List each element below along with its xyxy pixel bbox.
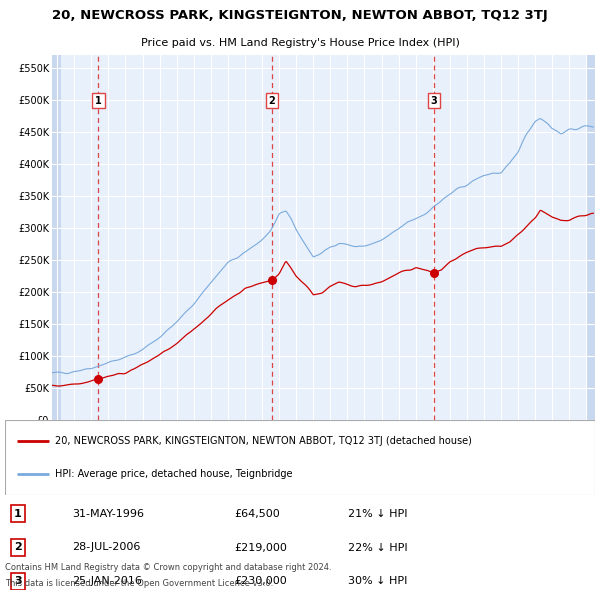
Bar [52, 55, 61, 420]
Text: 20, NEWCROSS PARK, KINGSTEIGNTON, NEWTON ABBOT, TQ12 3TJ (detached house): 20, NEWCROSS PARK, KINGSTEIGNTON, NEWTON… [55, 436, 472, 446]
FancyBboxPatch shape [5, 420, 595, 495]
Text: 1: 1 [14, 509, 22, 519]
Text: Contains HM Land Registry data © Crown copyright and database right 2024.: Contains HM Land Registry data © Crown c… [5, 563, 332, 572]
Text: Price paid vs. HM Land Registry's House Price Index (HPI): Price paid vs. HM Land Registry's House … [140, 38, 460, 48]
Text: 1: 1 [95, 96, 102, 106]
Text: £230,000: £230,000 [234, 576, 287, 586]
Text: 20, NEWCROSS PARK, KINGSTEIGNTON, NEWTON ABBOT, TQ12 3TJ: 20, NEWCROSS PARK, KINGSTEIGNTON, NEWTON… [52, 9, 548, 22]
Bar [586, 55, 595, 420]
Text: 3: 3 [431, 96, 437, 106]
Text: This data is licensed under the Open Government Licence v3.0.: This data is licensed under the Open Gov… [5, 579, 274, 588]
Text: 25-JAN-2016: 25-JAN-2016 [72, 576, 142, 586]
Text: 2: 2 [268, 96, 275, 106]
Text: £219,000: £219,000 [234, 542, 287, 552]
Text: £64,500: £64,500 [234, 509, 280, 519]
Text: 30% ↓ HPI: 30% ↓ HPI [348, 576, 407, 586]
Text: 21% ↓ HPI: 21% ↓ HPI [348, 509, 407, 519]
Text: 2: 2 [14, 542, 22, 552]
Text: HPI: Average price, detached house, Teignbridge: HPI: Average price, detached house, Teig… [55, 469, 293, 479]
Text: 31-MAY-1996: 31-MAY-1996 [72, 509, 144, 519]
Text: 3: 3 [14, 576, 22, 586]
Text: 22% ↓ HPI: 22% ↓ HPI [348, 542, 407, 552]
Text: 28-JUL-2006: 28-JUL-2006 [72, 542, 140, 552]
